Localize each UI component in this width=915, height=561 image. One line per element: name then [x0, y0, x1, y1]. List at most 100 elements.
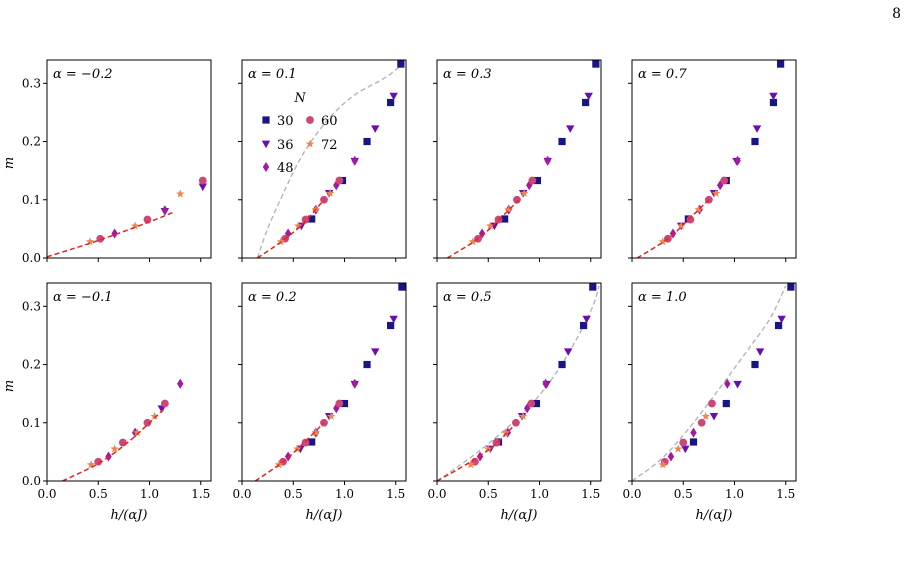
point-N36: [709, 412, 719, 421]
point-N48: [542, 378, 549, 389]
point-N72: [484, 444, 493, 453]
point-N48: [351, 378, 358, 389]
plot-area: [636, 60, 785, 258]
point-N72: [176, 189, 185, 198]
legend: N 30 60 36 72 48: [261, 91, 338, 176]
point-N36: [198, 183, 207, 192]
point-N30: [398, 283, 406, 291]
point-N72: [504, 205, 513, 214]
series-N36: [490, 92, 593, 231]
point-N60: [335, 399, 344, 408]
y-tick-label: 0.1: [22, 416, 41, 430]
x-tick-label: 0.0: [232, 487, 251, 501]
point-N48: [690, 427, 697, 438]
point-N60: [198, 176, 207, 185]
panel-frame: [241, 59, 407, 259]
point-N30: [787, 283, 795, 291]
point-N30: [774, 321, 783, 330]
x-tick-label: 0.0: [427, 487, 446, 501]
series-N30: [494, 283, 597, 446]
fit-line: [446, 199, 520, 258]
point-N30: [769, 98, 778, 107]
x-tick-label: 0.5: [284, 487, 303, 501]
panel-title: α = 0.7: [638, 67, 687, 82]
point-N60: [512, 418, 520, 427]
point-N36: [777, 315, 786, 324]
point-N48: [544, 155, 551, 166]
page-number: 8: [892, 6, 901, 22]
fit-line: [636, 199, 710, 258]
panel-title: α = 0.3: [443, 67, 492, 82]
point-N30: [579, 321, 588, 330]
x-tick-label: 1.5: [581, 487, 600, 501]
point-N72: [326, 411, 336, 420]
point-N72: [677, 221, 686, 230]
panel-title: α = −0.2: [53, 67, 113, 82]
panel-1: α = 0.1: [238, 59, 407, 262]
point-N36: [371, 348, 380, 356]
series-N30: [308, 283, 406, 446]
legend-label-N36: 36: [277, 138, 294, 153]
y-tick-label: 0.2: [22, 358, 41, 372]
y-tick-label: 0.0: [22, 251, 41, 265]
point-N48: [161, 205, 169, 216]
series-N30: [689, 283, 795, 446]
point-N36: [389, 92, 398, 101]
panel-title: α = 0.1: [248, 67, 297, 82]
panel-title: α = −0.1: [53, 290, 113, 305]
point-N30: [308, 215, 316, 223]
point-N36: [582, 315, 591, 324]
plot-area: [256, 60, 405, 258]
point-N60: [679, 438, 688, 447]
panel-frame: [46, 282, 212, 482]
series-N72: [466, 411, 528, 469]
point-N30: [558, 360, 566, 369]
point-N60: [697, 418, 706, 427]
point-N48: [724, 378, 731, 389]
point-N48: [524, 403, 531, 414]
point-N36: [733, 380, 742, 389]
point-N60: [720, 176, 729, 185]
series-N30: [684, 60, 785, 223]
point-N36: [752, 125, 762, 133]
point-N72: [501, 428, 510, 437]
legend-marker-N36: [261, 140, 271, 149]
legend-marker-N72: [305, 139, 315, 148]
panel-frame: [241, 282, 407, 482]
legend-marker-N30: [262, 116, 270, 124]
point-N30: [582, 98, 590, 107]
legend-title: N: [293, 91, 306, 106]
point-N72: [110, 444, 119, 453]
series-N72: [468, 188, 529, 246]
point-N30: [592, 60, 600, 68]
point-N72: [85, 237, 95, 246]
panel-frame: [631, 282, 797, 482]
panel-title: α = 1.0: [638, 290, 687, 305]
point-N30: [722, 399, 730, 408]
point-N60: [96, 234, 105, 243]
point-N48: [284, 451, 292, 462]
point-N72: [694, 205, 703, 214]
fit-line: [256, 199, 325, 258]
x-axis-label: h/(αJ): [696, 508, 733, 523]
series-N72: [658, 411, 710, 469]
y-tick-label: 0.1: [22, 193, 41, 207]
point-N72: [325, 188, 335, 197]
point-N60: [527, 399, 536, 408]
point-N36: [566, 125, 575, 133]
point-N30: [751, 137, 759, 146]
point-N30: [558, 137, 566, 146]
x-tick-label: 1.5: [191, 487, 210, 501]
point-N72: [701, 411, 710, 420]
point-N30: [363, 360, 371, 369]
y-axis-label: m: [2, 157, 17, 169]
point-N30: [589, 283, 597, 291]
point-N72: [658, 460, 667, 469]
point-N72: [673, 444, 683, 453]
point-N72: [130, 221, 140, 230]
point-N60: [528, 176, 537, 185]
point-N72: [468, 237, 478, 246]
x-tick-label: 0.5: [674, 487, 693, 501]
series-N36: [681, 315, 786, 454]
